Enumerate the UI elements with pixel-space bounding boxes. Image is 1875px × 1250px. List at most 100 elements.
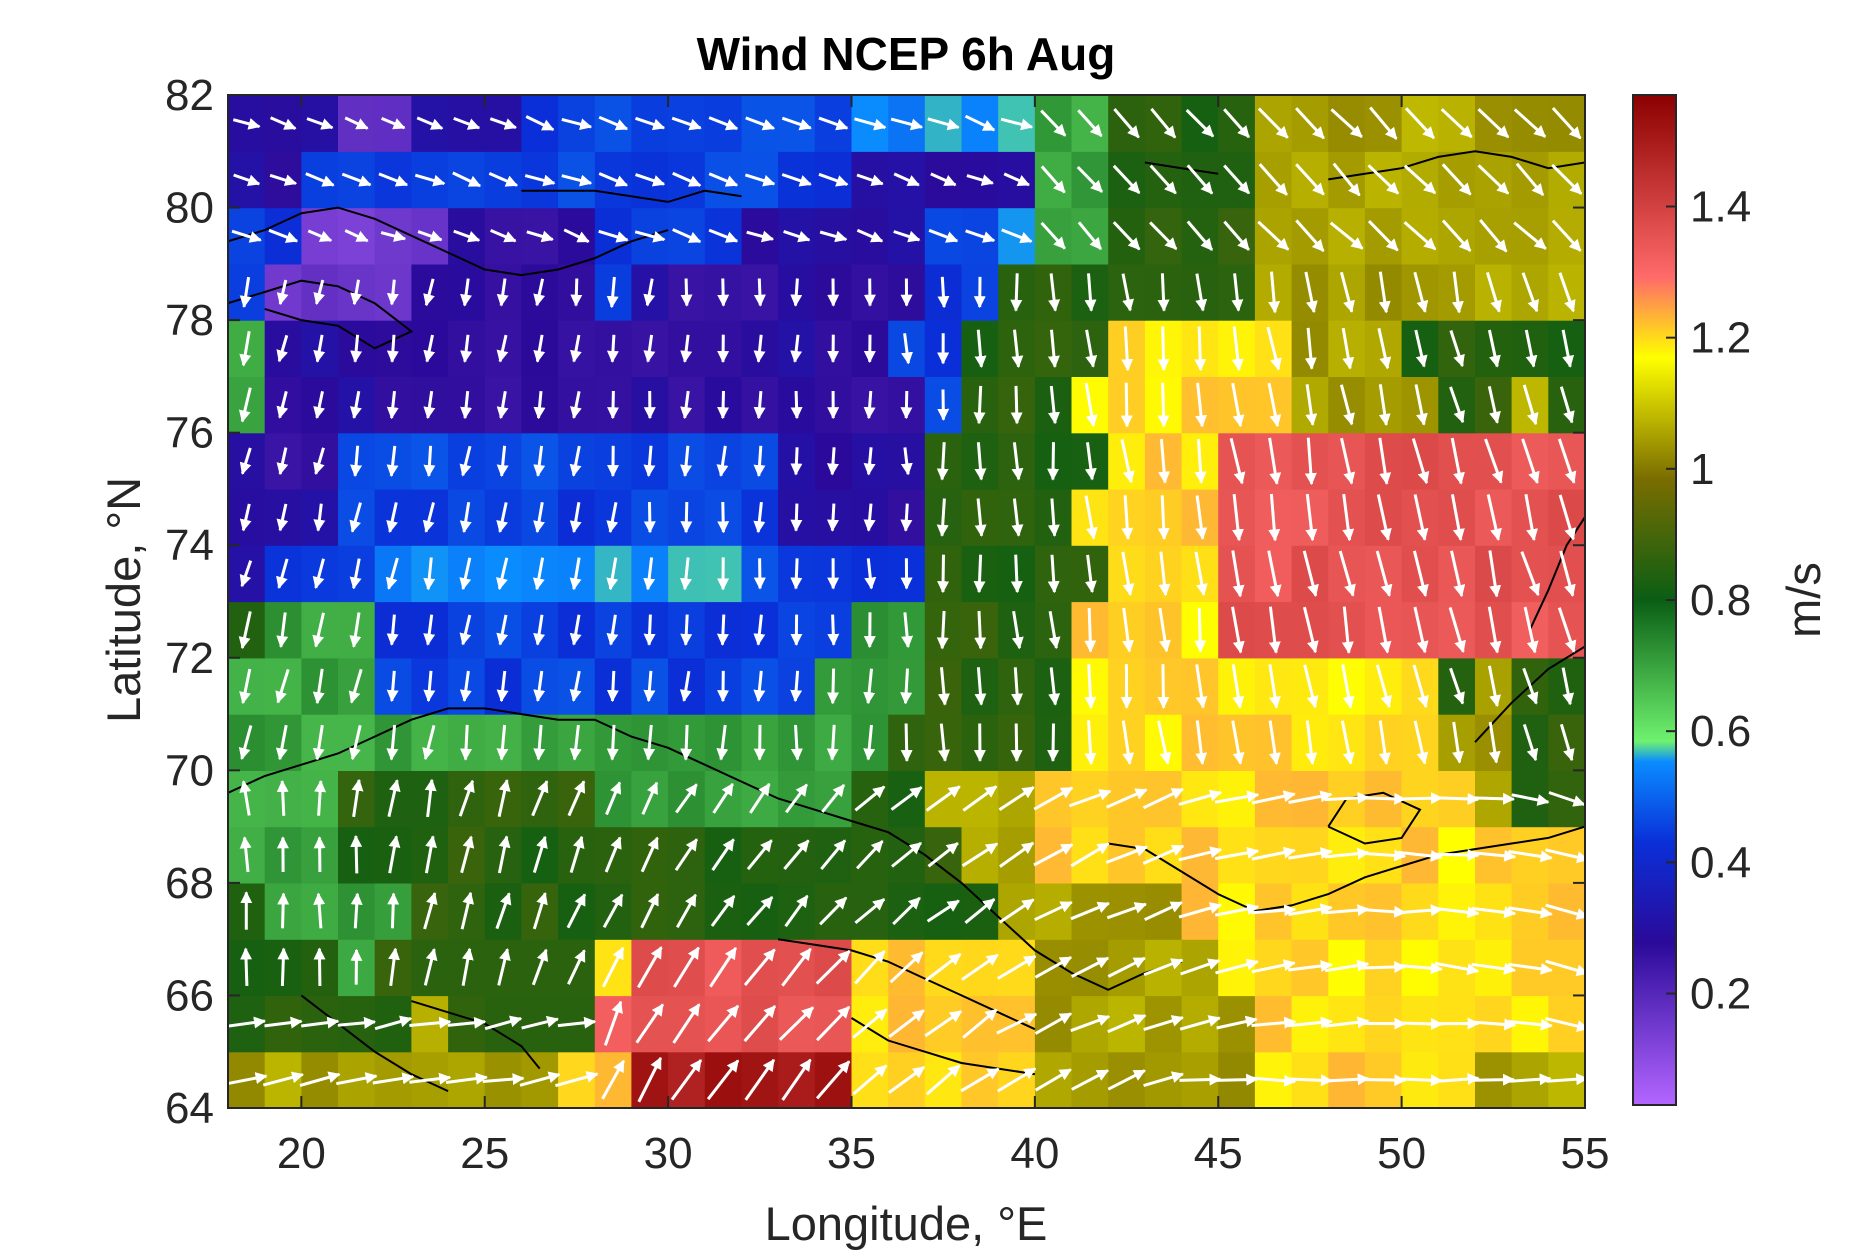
- wind-arrow: [312, 612, 325, 648]
- wind-arrow: [567, 949, 586, 985]
- wind-arrow: [496, 557, 509, 591]
- wind-arrow: [1398, 1074, 1443, 1087]
- wind-arrow: [1545, 959, 1585, 977]
- wind-arrow: [228, 1072, 268, 1085]
- wind-arrow: [313, 947, 326, 987]
- wind-arrow: [1508, 962, 1553, 975]
- wind-arrow: [925, 785, 961, 812]
- wind-arrow: [1047, 554, 1060, 594]
- wind-arrow: [606, 334, 619, 363]
- colorbar-label: m/s: [1777, 562, 1830, 638]
- wind-arrow: [240, 947, 253, 986]
- wind-arrow: [1216, 1073, 1259, 1086]
- wind-arrow: [445, 1072, 488, 1085]
- colorbar-tick-label: 1: [1690, 445, 1714, 494]
- y-axis-label: Latitude, °N: [97, 477, 150, 723]
- wind-arrow: [938, 723, 950, 762]
- wind-arrow: [854, 950, 886, 985]
- wind-arrow: [1142, 844, 1185, 865]
- wind-arrow: [863, 724, 876, 761]
- wind-arrow: [1034, 900, 1073, 922]
- wind-arrow: [606, 614, 619, 646]
- wind-arrow: [460, 724, 473, 761]
- wind-arrow: [277, 892, 290, 929]
- wind-arrow: [1157, 664, 1170, 709]
- wind-arrow: [1143, 958, 1184, 977]
- wind-arrow: [1033, 843, 1074, 867]
- wind-arrow: [711, 838, 735, 871]
- y-tick-label: 80: [165, 184, 214, 233]
- wind-arrow: [1121, 720, 1135, 765]
- wind-arrow: [348, 668, 363, 704]
- wind-arrow: [816, 1005, 851, 1042]
- wind-arrow: [679, 670, 692, 702]
- wind-arrow: [1144, 901, 1183, 921]
- wind-arrow: [1251, 846, 1296, 861]
- wind-arrow: [1523, 606, 1539, 654]
- wind-arrow: [1545, 1017, 1585, 1033]
- wind-arrow: [1361, 792, 1407, 805]
- y-tick-label: 66: [165, 971, 214, 1020]
- wind-arrow: [924, 1010, 963, 1038]
- wind-arrow: [996, 1012, 1038, 1035]
- coastline: [1328, 150, 1585, 181]
- wind-arrow: [1324, 1016, 1370, 1029]
- wind-arrow: [643, 724, 656, 761]
- wind-arrow: [423, 445, 436, 477]
- wind-arrow: [313, 892, 326, 929]
- wind-arrow: [962, 1008, 998, 1039]
- wind-arrow: [276, 780, 289, 816]
- wind-arrow: [821, 784, 846, 813]
- wind-arrow: [781, 947, 812, 987]
- wind-arrow: [1434, 961, 1480, 976]
- wind-arrow: [351, 778, 364, 818]
- wind-arrow: [826, 724, 839, 761]
- wind-arrow: [497, 835, 511, 874]
- wind-arrow: [790, 447, 803, 476]
- wind-arrow: [1324, 959, 1370, 973]
- wind-arrow: [900, 503, 913, 532]
- x-tick-label: 35: [827, 1129, 876, 1178]
- wind-arrow: [998, 898, 1035, 924]
- wind-arrow: [566, 893, 587, 929]
- wind-arrow: [1557, 607, 1577, 653]
- wind-arrow: [936, 442, 949, 481]
- wind-arrow: [312, 558, 325, 590]
- wind-arrow: [314, 780, 327, 816]
- wind-arrow: [1398, 904, 1443, 917]
- wind-arrow: [924, 952, 962, 982]
- wind-arrow: [1361, 961, 1407, 974]
- wind-arrow: [675, 893, 697, 929]
- wind-arrow: [423, 614, 436, 646]
- wind-arrow: [675, 783, 698, 814]
- y-tick-label: 76: [165, 409, 214, 458]
- wind-arrow: [716, 614, 729, 646]
- wind-arrow: [495, 892, 512, 930]
- y-tick-label: 78: [165, 296, 214, 345]
- wind-arrow: [1340, 720, 1355, 765]
- wind-arrow: [1195, 664, 1208, 709]
- wind-arrow: [1178, 789, 1223, 806]
- wind-arrow: [1010, 723, 1023, 762]
- wind-arrow: [1178, 846, 1223, 862]
- wind-arrow: [790, 278, 803, 307]
- wind-arrow: [1105, 845, 1149, 864]
- wind-arrow: [484, 1015, 523, 1031]
- wind-arrow: [312, 668, 325, 705]
- wind-arrow: [790, 503, 803, 532]
- wind-arrow: [1195, 720, 1208, 765]
- wind-arrow: [447, 1016, 487, 1029]
- wind-arrow: [753, 278, 766, 307]
- wind-arrow: [459, 557, 472, 591]
- y-tick-label: 68: [165, 859, 214, 908]
- wind-arrow: [753, 614, 766, 646]
- wind-arrow: [1488, 721, 1501, 764]
- wind-arrow: [1214, 846, 1260, 861]
- wind-arrow: [239, 560, 253, 588]
- wind-arrow: [852, 1008, 888, 1039]
- wind-arrow: [974, 667, 987, 706]
- wind-arrow: [1070, 901, 1110, 921]
- wind-arrow: [349, 558, 362, 590]
- wind-arrow: [1361, 1074, 1407, 1087]
